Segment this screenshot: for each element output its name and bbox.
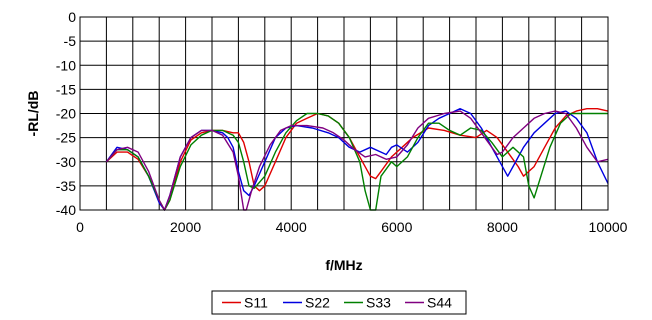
x-axis-title: f/MHz <box>325 257 362 273</box>
legend-label-s33: S33 <box>366 295 391 311</box>
y-tick-label: -25 <box>56 130 76 146</box>
plot-frame <box>79 16 609 211</box>
grid <box>80 17 608 210</box>
x-tick-label: 10000 <box>589 219 628 235</box>
series-lines <box>105 107 609 211</box>
y-tick-label: 0 <box>68 9 76 25</box>
y-tick-label: -15 <box>56 81 76 97</box>
x-tick-label: 8000 <box>487 219 518 235</box>
x-tick-label: 0 <box>76 219 84 235</box>
legend-box <box>211 290 467 315</box>
x-tick-label: 2000 <box>170 219 201 235</box>
y-tick-label: -40 <box>56 202 76 218</box>
x-tick-label: 4000 <box>276 219 307 235</box>
y-tick-label: -20 <box>56 106 76 122</box>
tick-labels: 0-5-10-15-20-25-30-35-400 2000 4000 6000 800… <box>56 9 628 235</box>
y-tick-label: -30 <box>56 154 76 170</box>
x-tick-label: 6000 <box>381 219 412 235</box>
y-tick-label: -35 <box>56 178 76 194</box>
y-axis-title: -RL/dB <box>25 91 41 137</box>
legend-label-s11: S11 <box>244 295 268 311</box>
legend: S11 S22 S33 S44 <box>211 290 467 315</box>
series-line-s44 <box>105 110 609 211</box>
y-tick-label: -5 <box>64 33 77 49</box>
legend-label-s44: S44 <box>427 295 452 311</box>
y-tick-label: -10 <box>56 57 76 73</box>
legend-label-s22: S22 <box>305 295 330 311</box>
